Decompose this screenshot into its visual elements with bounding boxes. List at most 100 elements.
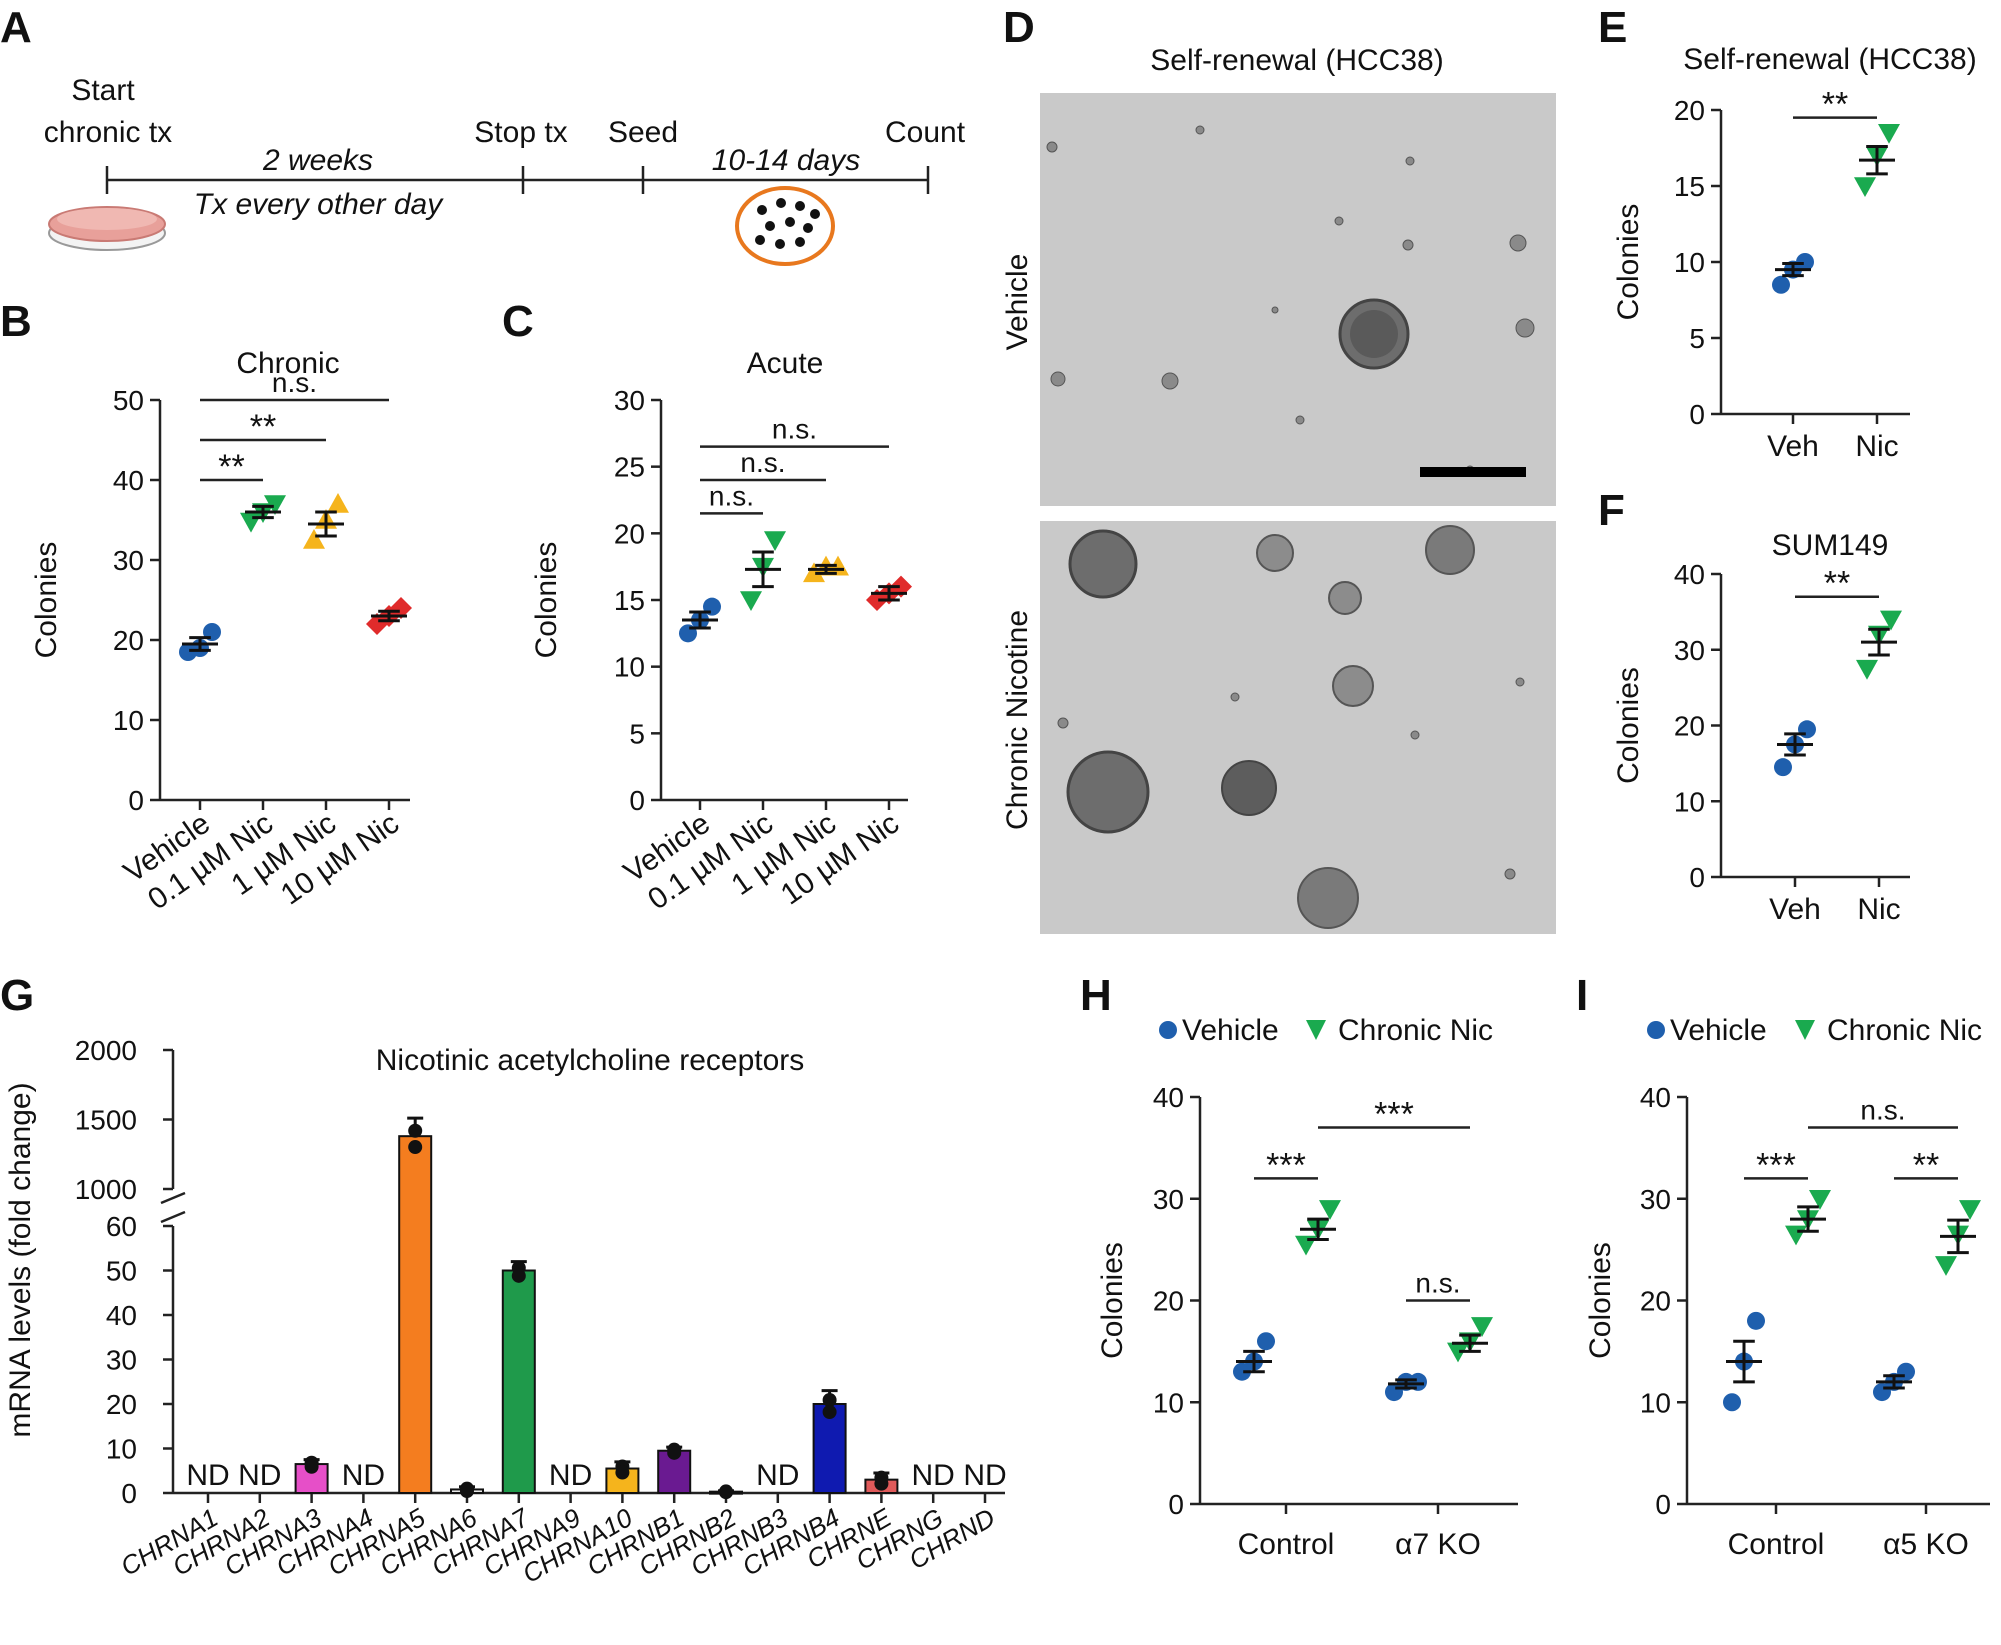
chart-c-comparison-label-2: n.s. bbox=[772, 414, 817, 445]
timeline-duration: 2 weeks bbox=[262, 144, 373, 177]
panel-label-b: B bbox=[0, 297, 32, 346]
chart-e-point-0-0 bbox=[1772, 275, 1790, 294]
chart-c-ytick-label-0: 0 bbox=[629, 785, 645, 816]
chart-c-y-label: Colonies bbox=[530, 542, 563, 659]
chart-g-point-13-1 bbox=[874, 1476, 889, 1491]
chart-e-point-1-0 bbox=[1854, 177, 1876, 197]
chart-g-bar-4 bbox=[398, 1135, 433, 1495]
chart-c-title: Acute bbox=[747, 347, 824, 380]
chart-g-y-label: mRNA levels (fold change) bbox=[4, 1082, 37, 1437]
legend-h-nic-marker bbox=[1306, 1020, 1326, 1040]
chart-h-comparison-label-1: *** bbox=[1374, 1096, 1414, 1134]
chart-g-point-12-0 bbox=[822, 1392, 837, 1407]
chart-i-comparison-label-2: ** bbox=[1913, 1146, 1939, 1184]
chart-g-point-10-1 bbox=[719, 1485, 733, 1500]
chart-b-ytick-label-1: 10 bbox=[113, 705, 144, 736]
culture-dish-icon bbox=[48, 206, 166, 251]
chart-b-point-1-0 bbox=[240, 512, 262, 533]
timeline-growth-label: 10-14 days bbox=[712, 144, 860, 177]
chart-h-xlabel-1: α7 KO bbox=[1395, 1528, 1481, 1561]
chart-b-comparison-label-1: ** bbox=[250, 408, 276, 446]
chart-g-receptors: Nicotinic acetylcholine receptors 0 10 20 30… bbox=[4, 1035, 1007, 1589]
chart-b-point-2-0 bbox=[303, 529, 325, 549]
chart-f-ytick-label-0: 0 bbox=[1689, 862, 1705, 893]
chart-b-ytick-label-2: 20 bbox=[113, 625, 144, 656]
legend-h-nic-label: Chronic Nic bbox=[1338, 1014, 1493, 1047]
timeline-stop-label: Stop tx bbox=[474, 116, 567, 149]
chart-i-comparison-label-1: n.s. bbox=[1860, 1095, 1905, 1126]
chart-h-ytick-label-4: 40 bbox=[1153, 1082, 1184, 1113]
chart-g-ytick-label-lower-1: 10 bbox=[106, 1434, 137, 1465]
chart-i-xlabel-0: Control bbox=[1728, 1528, 1825, 1561]
chart-b-y-label: Colonies bbox=[30, 542, 63, 659]
chart-h-point-0-0-2 bbox=[1257, 1332, 1275, 1351]
chart-b-ytick-label-3: 30 bbox=[113, 545, 144, 576]
chart-b-ytick-label-0: 0 bbox=[128, 785, 144, 816]
chart-g-axis-break-1 bbox=[160, 1191, 186, 1205]
chart-f-point-1-0 bbox=[1856, 659, 1878, 680]
chart-f-xlabel-1: Nic bbox=[1857, 893, 1900, 926]
chart-g-ytick-label-lower-6: 60 bbox=[106, 1211, 137, 1242]
chart-i-point-0-1-2 bbox=[1809, 1189, 1831, 1210]
chart-f-comparison-label-0: ** bbox=[1824, 565, 1850, 603]
chart-g-point-2-1 bbox=[304, 1459, 319, 1474]
chart-c-ytick-label-4: 20 bbox=[614, 518, 645, 549]
chart-i-y-label: Colonies bbox=[1584, 1242, 1617, 1359]
chart-e-ytick-label-2: 10 bbox=[1674, 247, 1705, 278]
chart-c-ytick-label-1: 5 bbox=[629, 718, 645, 749]
chart-i-ytick-label-1: 10 bbox=[1640, 1387, 1671, 1418]
chart-i-point-0-0-0 bbox=[1723, 1393, 1741, 1412]
chart-h-point-1-0-2 bbox=[1409, 1372, 1427, 1391]
chart-i-point-0-0-2 bbox=[1747, 1311, 1765, 1330]
chart-c-ytick-label-5: 25 bbox=[614, 452, 645, 483]
legend-i-vehicle-marker bbox=[1647, 1021, 1665, 1039]
panel-label-g: G bbox=[0, 971, 34, 1020]
chart-i-point-1-1-2 bbox=[1959, 1200, 1981, 1220]
chart-c-point-1-2 bbox=[764, 531, 786, 551]
chart-h-point-0-0-0 bbox=[1233, 1362, 1251, 1381]
chart-g-point-4-0 bbox=[408, 1123, 423, 1138]
chart-g-point-9-1 bbox=[667, 1445, 682, 1460]
chart-i-xlabel-1: α5 KO bbox=[1883, 1528, 1969, 1561]
micrograph-chronic-nicotine bbox=[1040, 521, 1556, 934]
chart-h-ytick-label-0: 0 bbox=[1168, 1489, 1184, 1520]
chart-c-ytick-label-3: 15 bbox=[614, 585, 645, 616]
chart-g-ytick-label-upper-2: 2000 bbox=[75, 1035, 137, 1066]
chart-c-comparison-label-0: n.s. bbox=[709, 480, 754, 511]
legend-h: Vehicle Chronic Nic bbox=[1159, 1014, 1493, 1047]
chart-f-sum149: 0 10 20 30 40 Colonies SUM149 Veh Nic ** bbox=[1612, 529, 1910, 926]
chart-i-ytick-label-4: 40 bbox=[1640, 1082, 1671, 1113]
chart-e-point-1-2 bbox=[1878, 124, 1900, 144]
chart-g-nd-label-14: ND bbox=[912, 1459, 955, 1492]
chart-g-bar-6 bbox=[501, 1269, 536, 1494]
chart-h-point-1-1-2 bbox=[1471, 1317, 1493, 1337]
timeline-start-label: Start bbox=[71, 74, 135, 107]
chart-f-ytick-label-2: 20 bbox=[1674, 711, 1705, 742]
chart-f-ytick-label-1: 10 bbox=[1674, 786, 1705, 817]
chart-h-point-1-1-0 bbox=[1447, 1342, 1469, 1363]
chart-h-xlabel-0: Control bbox=[1238, 1528, 1335, 1561]
chart-i-point-0-1-0 bbox=[1785, 1225, 1807, 1246]
chart-g-nd-label-1: ND bbox=[238, 1459, 281, 1492]
chart-i-ytick-label-0: 0 bbox=[1655, 1489, 1671, 1520]
chart-g-nd-label-3: ND bbox=[342, 1459, 385, 1492]
chart-f-y-label: Colonies bbox=[1612, 667, 1645, 784]
chart-g-ytick-label-lower-3: 30 bbox=[106, 1345, 137, 1376]
chart-g-ytick-label-lower-2: 20 bbox=[106, 1389, 137, 1420]
chart-f-point-0-2 bbox=[1798, 720, 1816, 739]
scale-bar bbox=[1420, 467, 1526, 477]
chart-g-ytick-label-upper-0: 1000 bbox=[75, 1174, 137, 1205]
chart-e-xlabel-1: Nic bbox=[1855, 430, 1898, 463]
panel-label-f: F bbox=[1598, 486, 1625, 535]
micrograph-row-label-nicotine: Chronic Nicotine bbox=[1001, 610, 1034, 830]
chart-f-title: SUM149 bbox=[1772, 529, 1889, 562]
micrograph-vehicle bbox=[1040, 93, 1556, 506]
chart-g-point-12-1 bbox=[822, 1405, 837, 1420]
chart-f-xlabel-0: Veh bbox=[1769, 893, 1821, 926]
chart-h-a7ko: 0 10 20 30 40 Colonies Control α7 KO *** *** n.s. bbox=[1096, 1082, 1518, 1561]
chart-f-ytick-label-4: 40 bbox=[1674, 559, 1705, 590]
timeline-start-label-2: chronic tx bbox=[44, 116, 172, 149]
legend-h-vehicle-label: Vehicle bbox=[1182, 1014, 1279, 1047]
panel-label-h: H bbox=[1080, 971, 1112, 1020]
panel-label-c: C bbox=[502, 297, 534, 346]
